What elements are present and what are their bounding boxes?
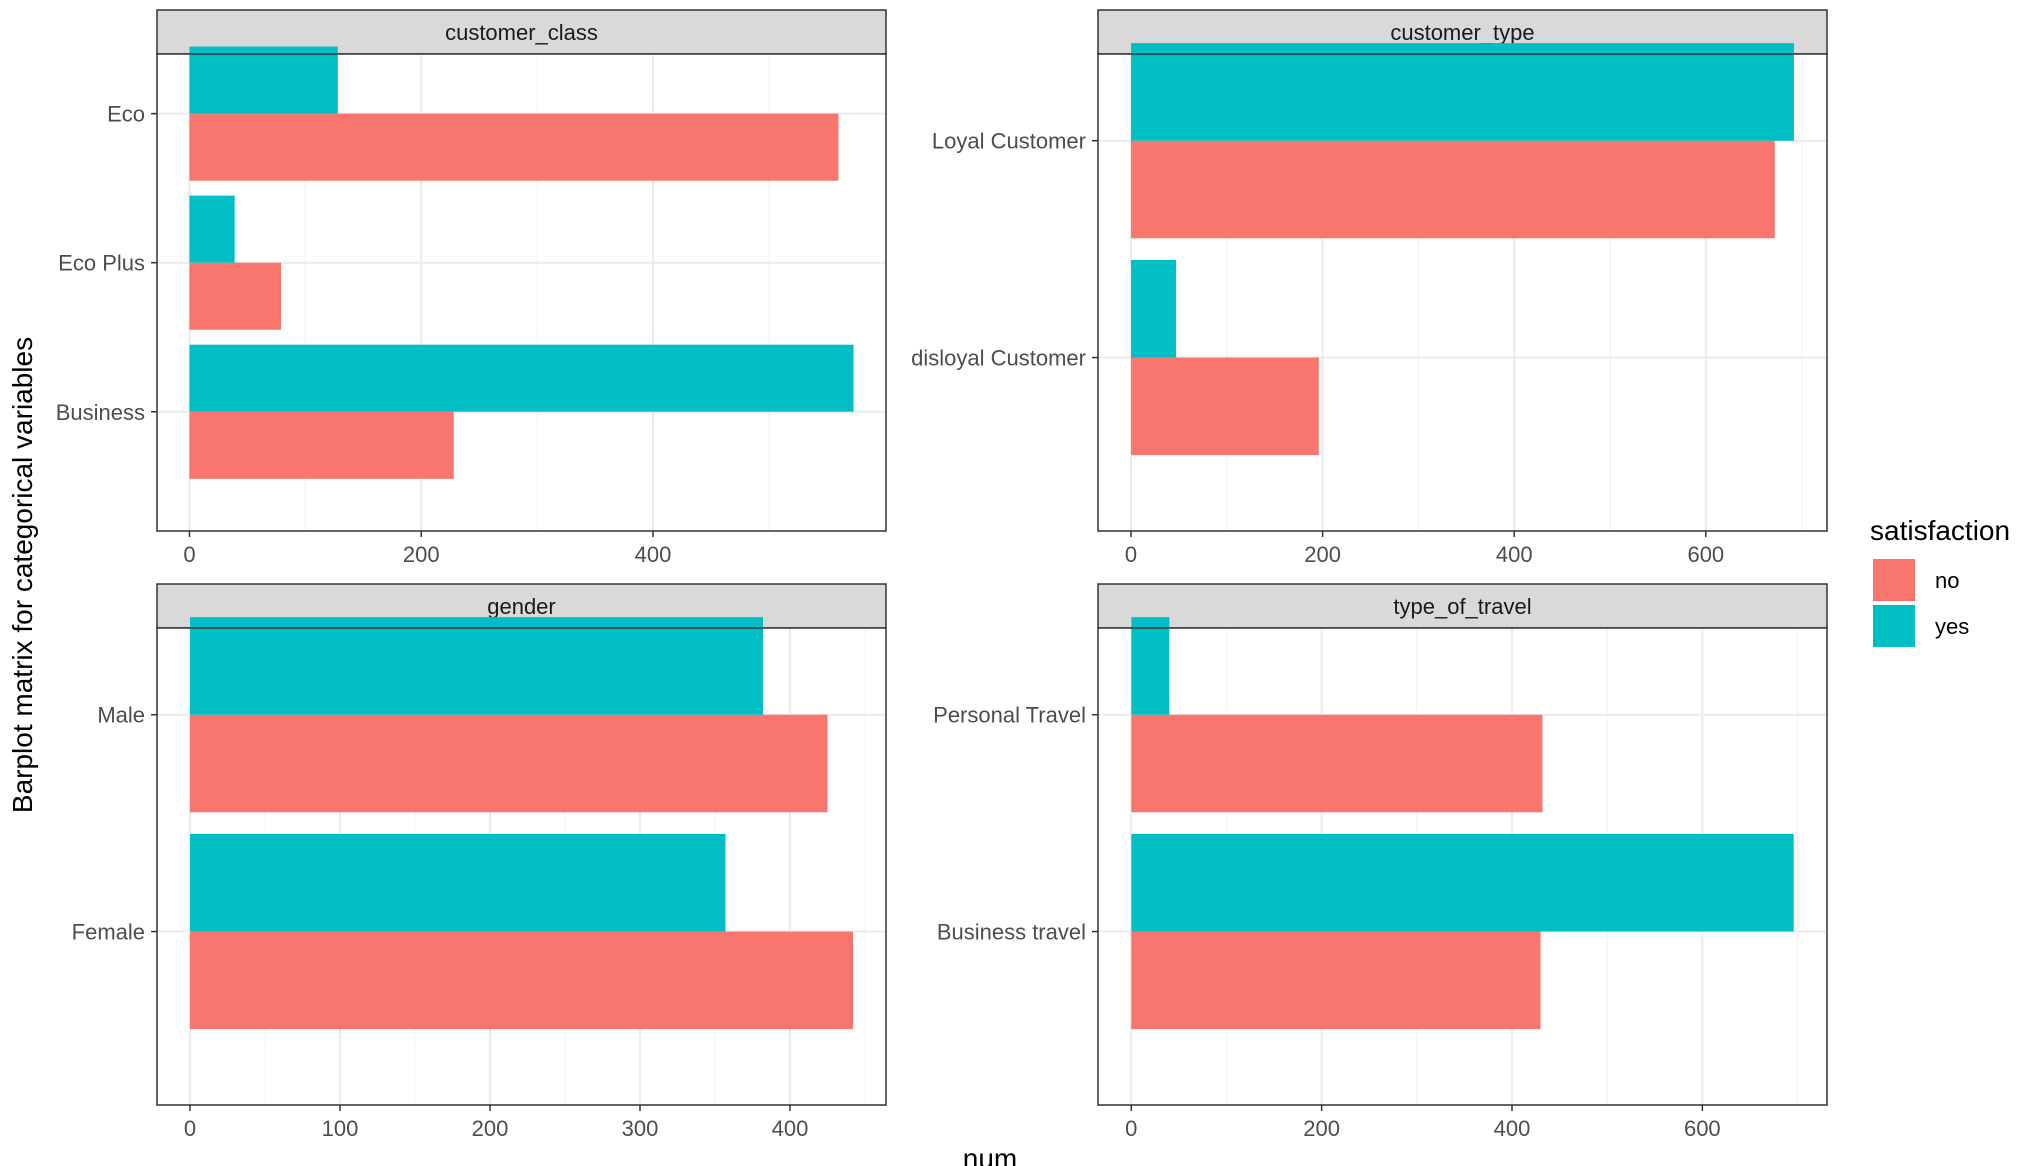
bar-male-no bbox=[190, 714, 828, 813]
bar-business-no bbox=[189, 411, 454, 479]
x-tick-label: 200 bbox=[1303, 1116, 1340, 1141]
x-tick-label: 600 bbox=[1687, 542, 1724, 567]
y-tick-label: Female bbox=[72, 920, 145, 945]
panel-customer-class: customer_class Eco Eco Plus Business 0 200 400 bbox=[56, 9, 887, 567]
bar-disloyal-customer-no bbox=[1131, 357, 1319, 456]
x-tick-label: 0 bbox=[183, 542, 195, 567]
bar-loyal-customer-yes bbox=[1131, 43, 1794, 141]
bar-business-travel-yes bbox=[1131, 833, 1794, 932]
x-tick-label: 0 bbox=[1125, 542, 1137, 567]
panel-type-of-travel: type_of_travel Personal Travel Business tr… bbox=[933, 583, 1828, 1141]
bar-eco-no bbox=[189, 113, 839, 181]
legend-label-yes: yes bbox=[1935, 614, 1969, 639]
legend: satisfaction no yes bbox=[1870, 515, 2010, 647]
legend-key-yes bbox=[1873, 605, 1915, 647]
y-tick-label: Eco bbox=[107, 102, 145, 127]
panel-border bbox=[1097, 53, 1828, 532]
x-tick-label: 400 bbox=[635, 542, 672, 567]
bar-eco-yes bbox=[189, 46, 338, 114]
x-tick-label: 600 bbox=[1684, 1116, 1721, 1141]
facet-strip-title: gender bbox=[487, 594, 556, 619]
facet-strip-title: type_of_travel bbox=[1393, 594, 1531, 619]
panel-customer-type: customer_type Loyal Customer disloyal Cust… bbox=[911, 9, 1828, 567]
bar-eco-plus-yes bbox=[189, 195, 235, 263]
y-tick-label: Personal Travel bbox=[933, 703, 1086, 728]
bar-female-no bbox=[190, 931, 853, 1030]
x-tick-label: 400 bbox=[1496, 542, 1533, 567]
x-tick-label: 200 bbox=[1304, 542, 1341, 567]
bar-disloyal-customer-yes bbox=[1131, 259, 1177, 358]
legend-label-no: no bbox=[1935, 568, 1959, 593]
bar-business-yes bbox=[189, 344, 854, 412]
y-tick-label: Male bbox=[97, 703, 145, 728]
x-tick-label: 200 bbox=[403, 542, 440, 567]
bar-female-yes bbox=[190, 833, 726, 932]
y-tick-label: disloyal Customer bbox=[911, 346, 1086, 371]
x-tick-label: 100 bbox=[322, 1116, 359, 1141]
x-tick-label: 0 bbox=[1125, 1116, 1137, 1141]
bar-personal-travel-yes bbox=[1131, 617, 1170, 715]
x-tick-label: 200 bbox=[472, 1116, 509, 1141]
panel-gender: gender Male Female 0 100 200 300 400 bbox=[72, 583, 887, 1141]
x-tick-label: 400 bbox=[772, 1116, 809, 1141]
y-tick-label: Business bbox=[56, 400, 145, 425]
facet-strip bbox=[1097, 583, 1828, 629]
bar-personal-travel-no bbox=[1131, 714, 1543, 813]
y-tick-label: Eco Plus bbox=[58, 251, 145, 276]
bar-business-travel-no bbox=[1131, 931, 1541, 1030]
facet-panels: customer_class Eco Eco Plus Business 0 200 400… bbox=[56, 9, 1828, 1141]
y-tick-label: Loyal Customer bbox=[932, 129, 1086, 154]
bar-eco-plus-no bbox=[189, 262, 282, 330]
facet-strip-title: customer_type bbox=[1390, 20, 1534, 45]
panel-border bbox=[1097, 627, 1828, 1106]
panel-border bbox=[156, 53, 887, 532]
legend-title: satisfaction bbox=[1870, 515, 2010, 546]
legend-key-no bbox=[1873, 559, 1915, 601]
bar-male-yes bbox=[190, 617, 763, 715]
x-tick-label: 400 bbox=[1494, 1116, 1531, 1141]
bar-loyal-customer-no bbox=[1131, 140, 1775, 239]
y-tick-label: Business travel bbox=[937, 920, 1086, 945]
y-axis-title: Barplot matrix for categorical variables bbox=[7, 337, 38, 813]
x-tick-label: 0 bbox=[184, 1116, 196, 1141]
x-tick-label: 300 bbox=[622, 1116, 659, 1141]
panel-border bbox=[156, 627, 887, 1106]
x-axis-title: num bbox=[963, 1143, 1017, 1166]
facet-strip-title: customer_class bbox=[445, 20, 598, 45]
